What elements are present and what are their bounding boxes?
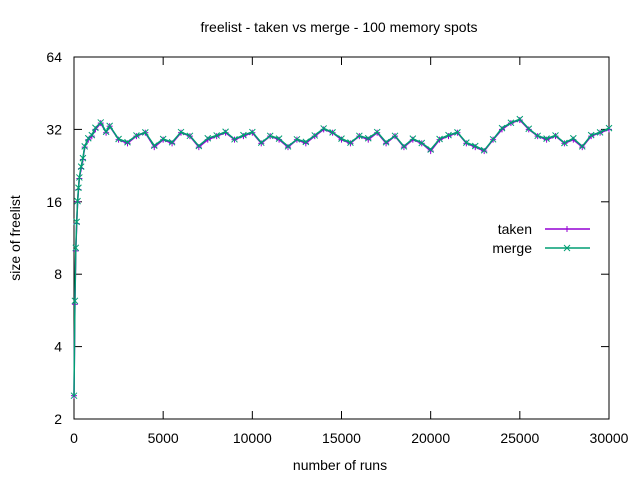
data-point-merge: [561, 139, 568, 147]
data-point-merge: [373, 128, 381, 136]
data-point-merge: [222, 128, 229, 136]
data-point-merge: [195, 142, 203, 150]
data-point-merge: [248, 128, 256, 136]
data-point-merge: [302, 138, 310, 146]
x-tick-label: 5000: [148, 430, 179, 446]
data-point-merge: [70, 392, 78, 400]
data-point-merge: [480, 146, 488, 154]
data-point-merge: [445, 131, 452, 139]
data-point-merge: [124, 138, 131, 146]
y-tick-label: 2: [54, 411, 62, 427]
data-point-merge: [525, 125, 533, 133]
data-point-merge: [150, 142, 158, 149]
x-axis-label: number of runs: [293, 457, 387, 473]
data-point-merge: [355, 132, 363, 140]
data-point-merge: [186, 132, 194, 140]
data-point-merge: [72, 244, 80, 252]
data-point-merge: [213, 132, 221, 139]
data-point-merge: [436, 135, 443, 143]
data-point-merge: [489, 135, 497, 143]
data-point-merge: [88, 131, 96, 139]
data-point-merge: [543, 135, 550, 142]
data-point-merge: [97, 119, 105, 126]
data-point-merge: [75, 184, 82, 192]
data-point-merge: [257, 139, 265, 146]
data-point-merge: [409, 135, 417, 142]
data-point-merge: [471, 142, 479, 150]
data-point-merge: [418, 139, 426, 147]
y-tick-label: 16: [46, 194, 62, 210]
data-point-merge: [141, 129, 149, 136]
data-point-merge: [605, 124, 613, 132]
data-point-merge: [275, 135, 283, 142]
series-layer: [70, 115, 613, 400]
data-point-merge: [364, 134, 372, 142]
data-point-merge: [106, 122, 114, 130]
data-point-merge: [231, 135, 238, 143]
data-point-merge: [507, 119, 515, 127]
data-point-merge: [73, 218, 81, 226]
data-point-taken: [543, 136, 550, 143]
data-point-merge: [102, 128, 110, 136]
data-point-merge: [311, 132, 319, 139]
data-point-merge: [516, 115, 524, 123]
y-axis: 2 4 8 16 32 64: [46, 49, 609, 427]
data-point-merge: [320, 125, 328, 132]
data-point-merge: [329, 129, 336, 136]
data-point-merge: [74, 197, 81, 205]
data-point-merge: [75, 174, 83, 181]
data-point-merge: [427, 146, 435, 153]
legend-label-merge: merge: [492, 240, 532, 256]
data-point-merge: [79, 154, 87, 162]
data-point-merge: [454, 129, 461, 136]
data-point-merge: [77, 163, 85, 171]
y-tick-label: 4: [54, 339, 62, 355]
legend-label-taken: taken: [498, 221, 532, 237]
data-point-merge: [115, 135, 122, 143]
y-tick-label: 32: [46, 121, 62, 137]
data-point-merge: [92, 124, 99, 132]
legend: taken merge: [492, 221, 590, 256]
legend-marker-taken: [564, 226, 570, 232]
data-point-merge: [168, 138, 176, 146]
data-point-merge: [133, 132, 140, 139]
data-point-merge: [391, 132, 399, 140]
data-point-merge: [382, 138, 390, 146]
data-point-merge: [293, 135, 301, 143]
data-point-merge: [81, 143, 89, 150]
data-point-merge: [596, 129, 604, 136]
x-axis: 0 5000 10000 15000 20000 25000 30000: [70, 57, 629, 446]
data-point-merge: [204, 134, 212, 142]
data-point-merge: [587, 131, 595, 139]
legend-marker-merge: [563, 244, 571, 252]
x-tick-label: 0: [70, 430, 78, 446]
data-point-merge: [534, 132, 542, 140]
data-point-merge: [177, 128, 185, 136]
data-point-merge: [462, 139, 470, 146]
x-tick-label: 30000: [590, 430, 629, 446]
data-point-merge: [284, 143, 292, 150]
data-point-merge: [569, 134, 577, 142]
data-point-merge: [266, 132, 274, 140]
data-point-merge: [578, 143, 586, 150]
data-point-merge: [71, 297, 79, 305]
data-point-merge: [159, 135, 167, 143]
y-tick-label: 8: [54, 266, 62, 282]
x-tick-label: 15000: [322, 430, 361, 446]
data-point-merge: [400, 143, 408, 150]
data-point-merge: [240, 131, 247, 139]
x-tick-label: 10000: [233, 430, 272, 446]
data-point-merge: [338, 135, 345, 142]
data-point-merge: [347, 139, 354, 146]
y-tick-label: 64: [46, 49, 62, 65]
data-point-merge: [498, 124, 506, 132]
y-axis-label: size of freelist: [7, 195, 23, 281]
data-point-merge: [552, 132, 559, 139]
chart-title: freelist - taken vs merge - 100 memory s…: [201, 19, 478, 35]
x-tick-label: 25000: [500, 430, 539, 446]
x-tick-label: 20000: [411, 430, 450, 446]
